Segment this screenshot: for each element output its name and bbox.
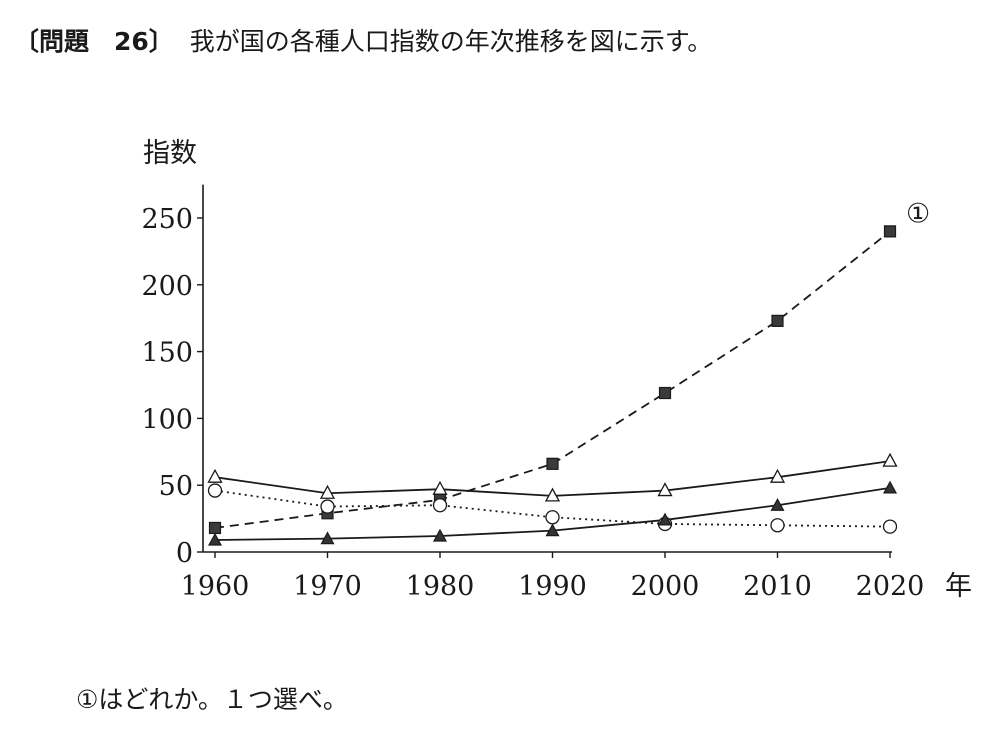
- y-tick-label: 200: [141, 271, 193, 302]
- question-stem: 我が国の各種人口指数の年次推移を図に示す。: [189, 27, 713, 56]
- question-number: 〔問題 26〕: [14, 27, 174, 56]
- open-circle-marker: [882, 519, 898, 534]
- x-tick-label: 1960: [181, 571, 250, 602]
- open-triangle-marker: [544, 487, 561, 502]
- square-marker: [658, 386, 672, 400]
- square-marker: [546, 457, 559, 470]
- filled-triangle-marker: [207, 532, 223, 546]
- square-marker: [208, 521, 222, 535]
- open-triangle-marker: [769, 468, 786, 483]
- filled-triangle-marker: [432, 528, 448, 542]
- series-label-1: ①: [906, 198, 930, 229]
- open-triangle-marker: [432, 480, 448, 495]
- filled-triangle-marker: [657, 512, 673, 526]
- series-line-1: [214, 230, 891, 529]
- y-tick-label: 0: [176, 538, 193, 569]
- square-marker: [883, 225, 897, 238]
- filled-triangle-marker: [770, 497, 785, 511]
- x-tick-label: 2010: [743, 571, 812, 602]
- x-tick-label: 1980: [406, 571, 475, 602]
- open-triangle-marker: [319, 484, 336, 499]
- open-circle-marker: [320, 499, 335, 514]
- x-axis-label: 年: [945, 571, 972, 602]
- chart-markers: [207, 225, 898, 546]
- chart-axes: 0 50 100 150 200 250 1960 1970 1980 1990 2000 2010 2…: [141, 138, 972, 602]
- question-header: 〔問題 26〕 我が国の各種人口指数の年次推移を図に示す。: [14, 22, 712, 58]
- open-triangle-marker: [882, 452, 898, 467]
- y-tick-label: 150: [141, 338, 193, 369]
- x-tick-label: 2000: [631, 571, 700, 602]
- question-prompt: ①はどれか。１つ選べ。: [76, 685, 348, 714]
- x-tick-label: 2020: [856, 571, 925, 602]
- y-tick-label: 250: [141, 204, 193, 235]
- y-tick-label: 100: [141, 404, 193, 435]
- open-triangle-marker: [657, 482, 673, 497]
- square-marker: [771, 314, 784, 327]
- x-tick-label: 1990: [518, 571, 587, 602]
- open-triangle-marker: [207, 468, 223, 483]
- x-tick-label: 1970: [293, 571, 362, 602]
- chart-labels: ①: [906, 198, 930, 229]
- y-tick-label: 50: [159, 471, 193, 502]
- y-axis-label: 指数: [143, 138, 197, 169]
- filled-triangle-marker: [320, 531, 335, 545]
- open-circle-marker: [770, 518, 785, 533]
- open-circle-marker: [545, 510, 560, 525]
- filled-triangle-marker: [545, 523, 560, 537]
- filled-triangle-marker: [882, 480, 898, 494]
- open-circle-marker: [207, 483, 223, 498]
- open-circle-marker: [432, 498, 448, 513]
